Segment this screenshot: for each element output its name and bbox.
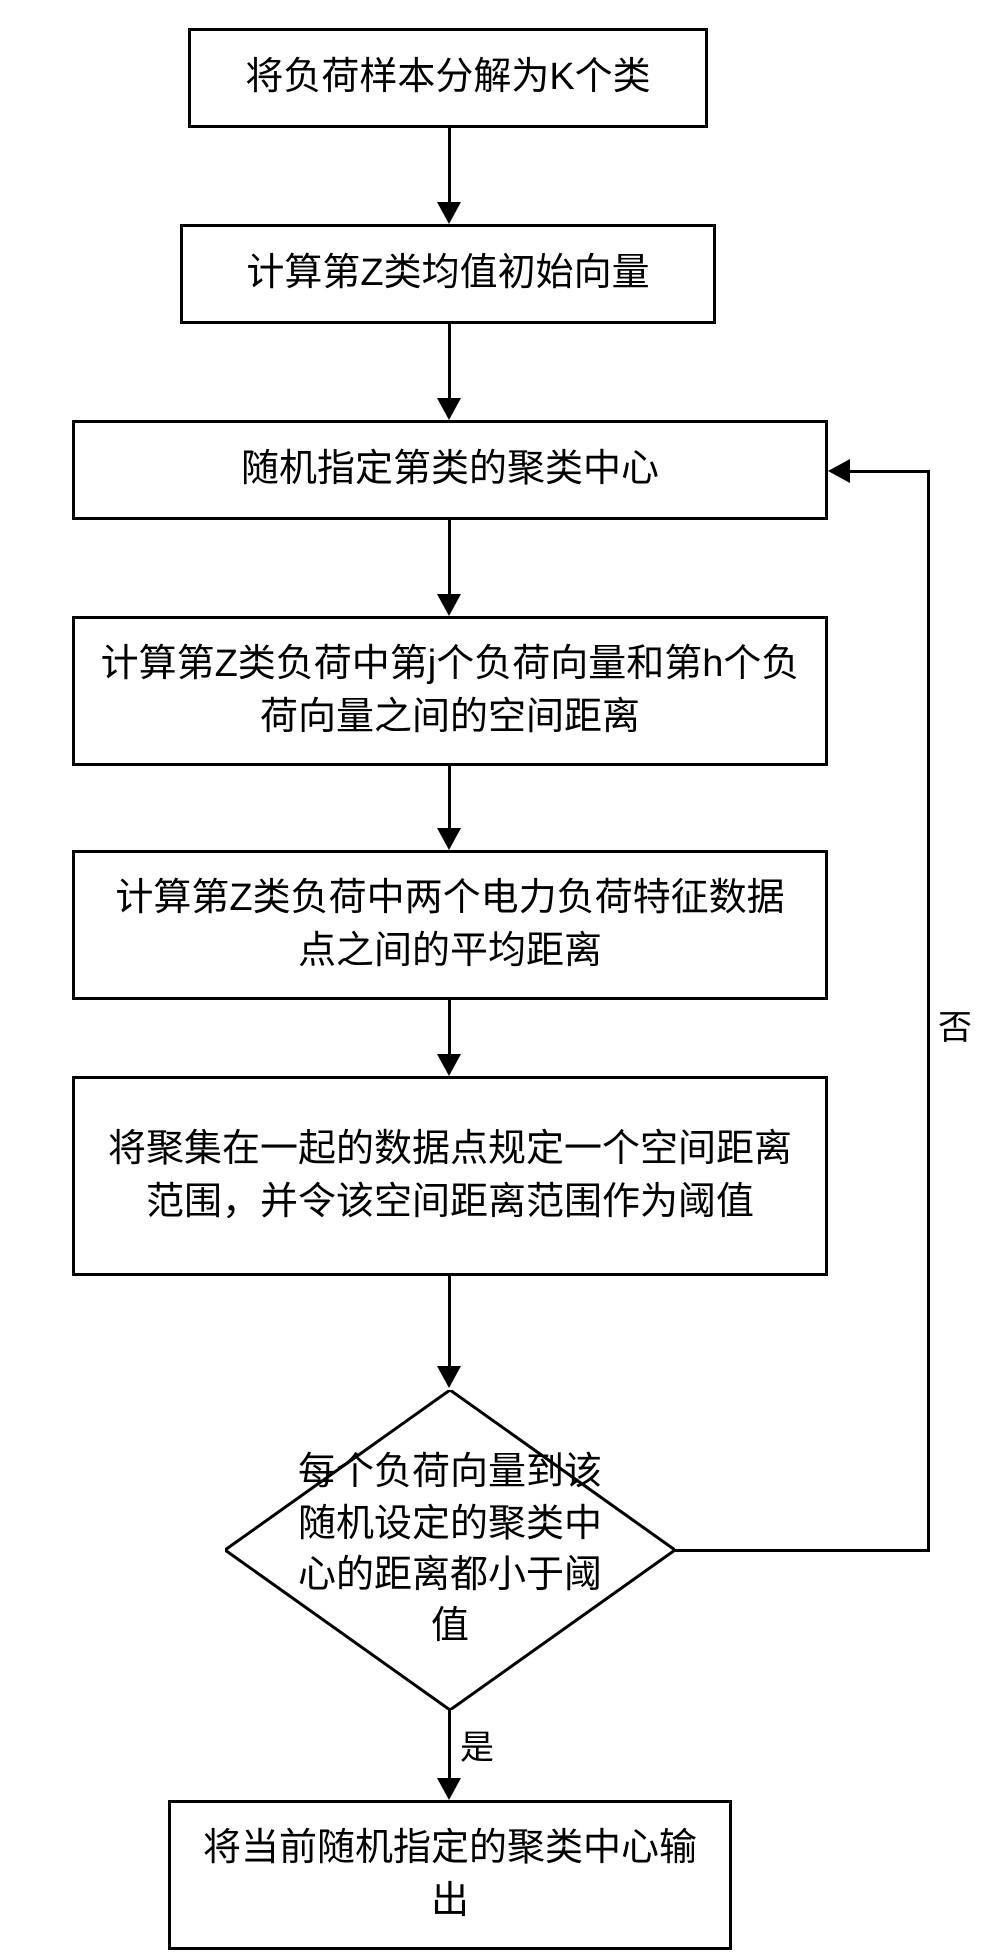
edge-line <box>675 1549 930 1552</box>
node-decompose-samples: 将负荷样本分解为K个类 <box>188 28 708 128</box>
edge-line <box>448 1710 451 1778</box>
edge-arrow <box>437 594 461 616</box>
node-text: 随机指定第类的聚类中心 <box>241 443 659 496</box>
edge-arrow <box>437 1054 461 1076</box>
edge-arrow <box>437 398 461 420</box>
edge-arrow <box>437 1778 461 1800</box>
node-text: 计算第Z类负荷中第j个负荷向量和第h个负荷向量之间的空间距离 <box>99 638 801 744</box>
edge-label-no: 否 <box>938 1000 972 1049</box>
edge-arrow <box>828 459 850 483</box>
edge-arrow <box>437 1366 461 1388</box>
node-text: 将负荷样本分解为K个类 <box>245 51 650 104</box>
edge-arrow <box>437 828 461 850</box>
edge-line <box>448 520 451 594</box>
diamond-text-wrap: 每个负荷向量到该随机设定的聚类中心的距离都小于阈值 <box>225 1390 675 1710</box>
node-text: 将当前随机指定的聚类中心输出 <box>195 1822 705 1928</box>
edge-line <box>850 470 930 473</box>
node-text: 每个负荷向量到该随机设定的聚类中心的距离都小于阈值 <box>285 1447 615 1652</box>
node-output-center: 将当前随机指定的聚类中心输出 <box>168 1800 732 1950</box>
node-text: 计算第Z类负荷中两个电力负荷特征数据点之间的平均距离 <box>99 872 801 978</box>
edge-line <box>448 128 451 202</box>
node-define-threshold: 将聚集在一起的数据点规定一个空间距离范围，并令该空间距离范围作为阈值 <box>72 1076 828 1276</box>
node-compute-spatial-distance: 计算第Z类负荷中第j个负荷向量和第h个负荷向量之间的空间距离 <box>72 616 828 766</box>
edge-line <box>448 324 451 398</box>
edge-label-yes: 是 <box>460 1720 494 1769</box>
node-compute-average-distance: 计算第Z类负荷中两个电力负荷特征数据点之间的平均距离 <box>72 850 828 1000</box>
node-decision-threshold: 每个负荷向量到该随机设定的聚类中心的距离都小于阈值 <box>225 1390 675 1710</box>
edge-line <box>448 766 451 828</box>
node-text: 计算第Z类均值初始向量 <box>246 247 649 300</box>
node-text: 将聚集在一起的数据点规定一个空间距离范围，并令该空间距离范围作为阈值 <box>99 1123 801 1229</box>
flowchart-container: 将负荷样本分解为K个类 计算第Z类均值初始向量 随机指定第类的聚类中心 计算第Z… <box>0 0 990 1954</box>
edge-line <box>927 470 930 1552</box>
edge-line <box>448 1276 451 1366</box>
edge-line <box>448 1000 451 1054</box>
edge-arrow <box>437 202 461 224</box>
node-compute-initial-vector: 计算第Z类均值初始向量 <box>180 224 716 324</box>
node-random-cluster-center: 随机指定第类的聚类中心 <box>72 420 828 520</box>
